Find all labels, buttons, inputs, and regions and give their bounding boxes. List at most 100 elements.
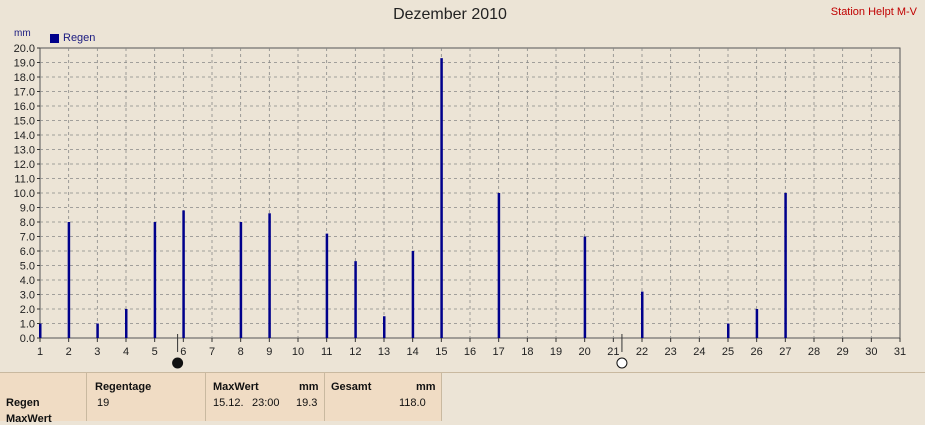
rain-bar	[354, 261, 357, 338]
x-tick-label: 12	[349, 346, 361, 358]
gesamt-cell: Gesamt mm 118.0	[325, 373, 442, 421]
x-tick-label: 18	[521, 346, 533, 358]
x-tick-label: 8	[238, 346, 244, 358]
y-tick-label: 15.0	[14, 116, 35, 128]
chart-title: Dezember 2010	[393, 6, 507, 23]
y-tick-label: 18.0	[14, 72, 35, 84]
y-tick-label: 9.0	[20, 203, 35, 215]
y-tick-label: 5.0	[20, 261, 35, 273]
rain-bar	[641, 291, 644, 338]
station-name: Station Helpt M-V	[830, 6, 917, 18]
maxwert-cell: MaxWert mm 15.12. 23:00 19.3	[206, 373, 325, 421]
x-tick-label: 27	[779, 346, 791, 358]
x-tick-label: 4	[123, 346, 129, 358]
rain-bar	[125, 309, 128, 338]
x-tick-label: 22	[636, 346, 648, 358]
regentage-header: Regentage	[95, 381, 152, 393]
rain-bar	[440, 58, 443, 339]
x-tick-label: 20	[579, 346, 591, 358]
x-tick-label: 6	[180, 346, 186, 358]
rain-bar	[583, 236, 587, 338]
x-tick-label: 21	[607, 346, 619, 358]
maxwert-time: 23:00	[252, 397, 280, 409]
x-tick-label: 2	[66, 346, 72, 358]
maxwert-value: 19.3	[296, 397, 318, 409]
x-tick-label: 1	[37, 346, 43, 358]
y-tick-label: 2.0	[20, 304, 35, 316]
summary-panel: Regen MaxWert Regentage 19 MaxWert mm 15…	[0, 372, 925, 425]
y-tick-label: 6.0	[20, 246, 35, 258]
rain-bar	[268, 213, 271, 338]
moon-layer	[172, 334, 628, 369]
maxwert-header: MaxWert	[213, 381, 259, 393]
rain-bar	[67, 222, 71, 338]
x-tick-label: 29	[837, 346, 849, 358]
regentage-cell: Regentage 19	[87, 373, 206, 421]
x-tick-label: 23	[665, 346, 677, 358]
y-tick-label: 16.0	[14, 101, 35, 113]
y-tick-label: 17.0	[14, 87, 35, 99]
grid-layer	[39, 47, 901, 339]
gesamt-unit: mm	[416, 381, 436, 393]
summary-empty-area	[442, 373, 925, 421]
x-tick-label: 30	[865, 346, 877, 358]
maxwert-unit: mm	[299, 381, 319, 393]
x-tick-label: 11	[321, 346, 332, 358]
x-tick-label: 7	[209, 346, 215, 358]
new-moon-icon	[172, 357, 184, 369]
y-tick-label: 4.0	[20, 275, 35, 287]
x-tick-label: 9	[266, 346, 272, 358]
bars-layer	[39, 58, 787, 339]
rain-bar	[153, 222, 157, 338]
x-tick-label: 5	[152, 346, 158, 358]
y-tick-label: 14.0	[14, 130, 35, 142]
y-tick-label: 8.0	[20, 217, 35, 229]
y-axis-unit: mm	[14, 28, 31, 39]
x-tick-label: 24	[693, 346, 705, 358]
rain-bar	[497, 193, 501, 338]
rain-bar	[325, 233, 329, 338]
y-tick-label: 10.0	[14, 188, 35, 200]
x-tick-label: 13	[378, 346, 390, 358]
gesamt-header: Gesamt	[331, 381, 372, 393]
row-label-maxwert: MaxWert	[6, 413, 52, 425]
axis-layer: 0.01.02.03.04.05.06.07.08.09.010.011.012…	[14, 43, 907, 358]
rain-bar	[96, 323, 99, 338]
gesamt-value: 118.0	[399, 397, 426, 409]
rain-chart: 0.01.02.03.04.05.06.07.08.09.010.011.012…	[14, 43, 907, 369]
rain-bar	[383, 316, 386, 338]
x-tick-label: 15	[435, 346, 447, 358]
maxwert-date: 15.12.	[213, 397, 244, 409]
x-tick-label: 3	[94, 346, 100, 358]
regentage-value: 19	[97, 397, 110, 409]
rain-bar	[411, 251, 415, 338]
y-tick-label: 11.0	[14, 174, 35, 186]
full-moon-icon	[616, 357, 628, 369]
y-tick-label: 0.0	[20, 333, 35, 345]
y-tick-label: 20.0	[14, 43, 35, 55]
summary-row-labels: Regen MaxWert	[0, 373, 87, 425]
x-tick-label: 26	[751, 346, 763, 358]
rain-bar	[784, 193, 787, 338]
rain-bar	[755, 309, 759, 338]
y-tick-label: 7.0	[20, 232, 35, 244]
y-tick-label: 3.0	[20, 290, 35, 302]
rain-bar	[727, 323, 730, 338]
x-tick-label: 16	[464, 346, 476, 358]
x-tick-label: 19	[550, 346, 562, 358]
legend-label: Regen	[63, 32, 96, 44]
x-tick-label: 10	[292, 346, 304, 358]
row-label-regen: Regen	[6, 397, 40, 409]
rain-bar	[39, 323, 42, 338]
x-tick-label: 31	[894, 346, 906, 358]
rain-bar	[239, 222, 243, 338]
x-tick-label: 25	[722, 346, 734, 358]
y-tick-label: 13.0	[14, 145, 35, 157]
y-tick-label: 19.0	[14, 58, 35, 70]
y-tick-label: 12.0	[14, 159, 35, 171]
legend: Regen	[50, 32, 95, 44]
legend-swatch	[50, 33, 59, 43]
x-tick-label: 28	[808, 346, 820, 358]
x-tick-label: 14	[407, 346, 419, 358]
rain-bar	[182, 210, 185, 338]
